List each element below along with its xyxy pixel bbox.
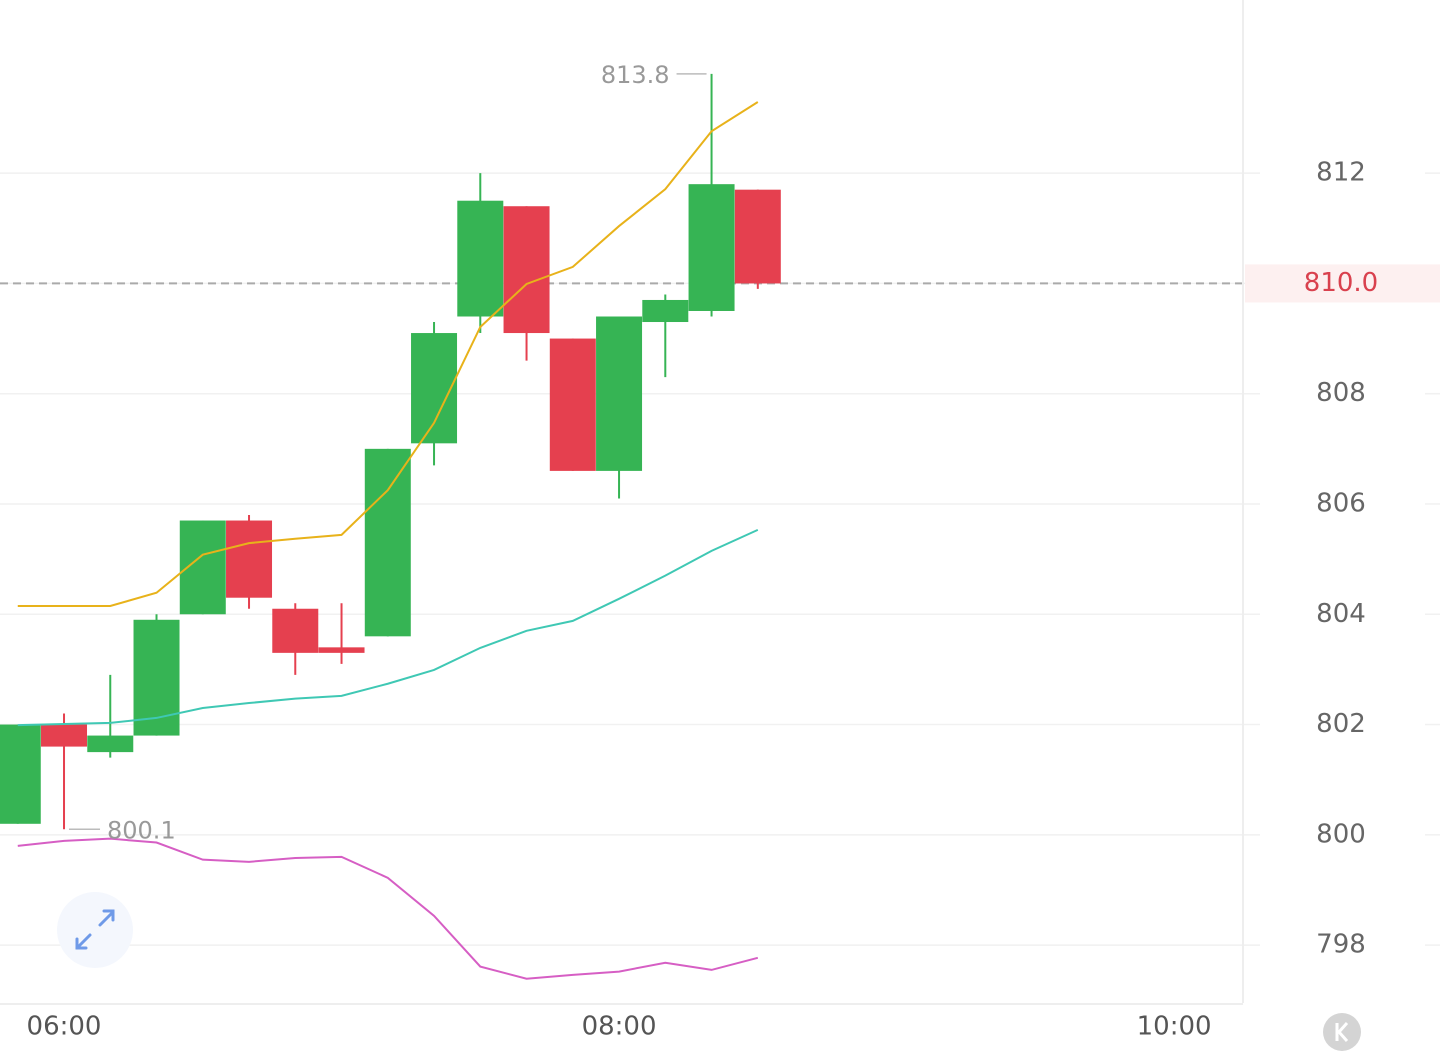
indicator-line xyxy=(17,528,759,727)
x-tick-label: 08:00 xyxy=(582,1012,657,1042)
candle-body xyxy=(411,333,458,444)
candle-body xyxy=(457,200,504,317)
candle-body xyxy=(642,299,689,323)
x-tick-label: 06:00 xyxy=(27,1012,102,1042)
indicator-line xyxy=(17,837,759,980)
candle-body xyxy=(318,647,365,653)
indicator-line xyxy=(17,101,759,607)
y-tick-label: 808 xyxy=(1316,378,1366,408)
candle-body xyxy=(0,724,41,824)
candle-body xyxy=(272,608,319,653)
candle-body xyxy=(503,206,550,334)
plot xyxy=(0,73,1440,980)
y-tick-label: 812 xyxy=(1316,158,1366,188)
candle-body xyxy=(41,724,88,747)
y-tick-label: 802 xyxy=(1316,709,1366,739)
expand-button[interactable] xyxy=(57,892,133,968)
y-tick-label: 804 xyxy=(1316,599,1366,629)
candle-body xyxy=(87,735,134,753)
y-tick-label: 806 xyxy=(1316,488,1366,518)
last-price-box xyxy=(1245,264,1440,303)
candle-body xyxy=(688,184,735,311)
candle-body xyxy=(133,619,180,736)
max-marker-label: 813.8 xyxy=(601,61,670,89)
candle-body xyxy=(226,520,273,598)
expand-bg xyxy=(57,892,133,968)
k-bg xyxy=(1323,1013,1361,1051)
y-tick-label: 800 xyxy=(1316,819,1366,849)
expand-icon xyxy=(75,909,115,950)
x-tick-label: 10:00 xyxy=(1137,1012,1212,1042)
candle-body xyxy=(734,189,781,284)
min-marker-label: 800.1 xyxy=(107,816,176,844)
last-price-label: 810.0 xyxy=(1304,268,1378,298)
candle-body xyxy=(364,448,411,637)
candle-body xyxy=(549,338,596,471)
candle-body xyxy=(596,316,643,471)
y-tick-label: 798 xyxy=(1316,930,1366,960)
k-icon xyxy=(1335,1022,1349,1042)
k-button[interactable] xyxy=(1323,1013,1361,1051)
